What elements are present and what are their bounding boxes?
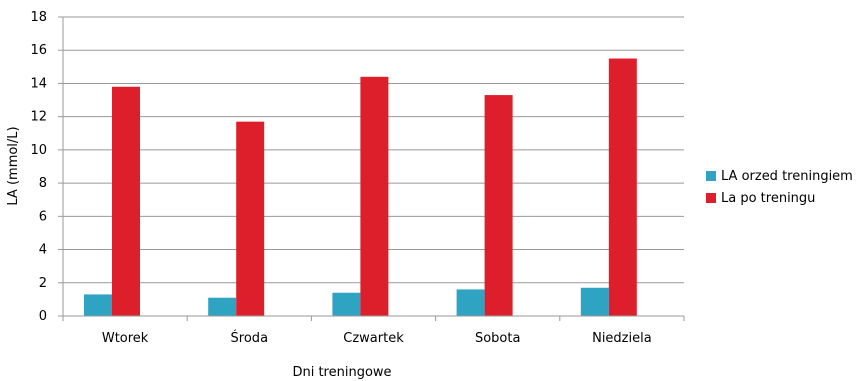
x-tick-label: Czwartek <box>343 331 404 346</box>
x-tick-label: Środa <box>231 330 268 346</box>
y-tick-label: 16 <box>30 43 47 58</box>
legend: LA orzed treningiem La po treningu <box>706 165 853 209</box>
bar-la-przed <box>580 287 609 316</box>
y-tick-label: 18 <box>30 10 47 25</box>
legend-item-series-2: La po treningu <box>706 187 853 209</box>
y-tick-label: 10 <box>30 143 47 158</box>
bar-la-przed <box>456 289 485 316</box>
legend-label-series-2: La po treningu <box>721 190 816 206</box>
bar-la-po <box>360 76 389 316</box>
axes <box>58 16 685 321</box>
bar-la-przed <box>332 292 361 316</box>
y-axis-title: LA (mmol/L) <box>6 126 21 205</box>
bar-la-przed <box>208 297 237 316</box>
bar-la-po <box>112 86 140 317</box>
y-tick-label: 6 <box>39 209 47 224</box>
x-tick-labels: Wtorek Środa Czwartek Sobota Niedziela <box>102 330 652 346</box>
y-tick-labels: 0 2 4 6 8 10 12 14 16 18 <box>30 10 47 324</box>
y-tick-label: 12 <box>30 110 47 125</box>
y-tick-label: 2 <box>39 276 47 291</box>
bar-la-przed <box>84 294 112 316</box>
x-tick-label: Niedziela <box>592 331 652 346</box>
y-tick-label: 8 <box>39 176 47 191</box>
y-tick-label: 0 <box>39 309 47 324</box>
x-axis-title: Dni treningowe <box>292 365 391 380</box>
legend-item-series-1: LA orzed treningiem <box>706 165 853 187</box>
bars <box>84 58 637 317</box>
x-tick-label: Wtorek <box>102 331 149 346</box>
x-tick-label: Sobota <box>475 331 520 346</box>
bar-la-po <box>484 95 513 316</box>
y-tick-label: 14 <box>30 76 47 91</box>
bar-la-po <box>236 121 265 317</box>
y-tick-label: 4 <box>39 243 47 258</box>
legend-swatch-series-1 <box>706 171 716 181</box>
legend-swatch-series-2 <box>706 193 716 203</box>
legend-label-series-1: LA orzed treningiem <box>721 168 853 184</box>
bar-la-po <box>608 58 637 317</box>
